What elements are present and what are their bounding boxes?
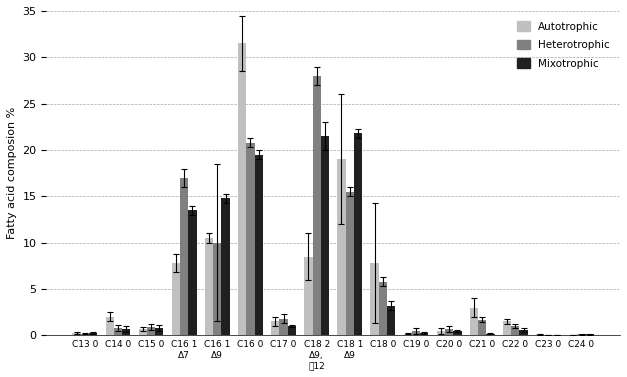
Bar xyxy=(180,178,188,336)
Bar xyxy=(511,326,520,336)
Bar xyxy=(288,326,296,336)
Bar xyxy=(147,327,155,336)
Bar xyxy=(89,333,97,336)
Bar xyxy=(387,306,395,336)
Bar xyxy=(371,263,379,336)
Bar xyxy=(73,333,81,336)
Bar xyxy=(122,329,130,336)
Bar xyxy=(470,308,478,336)
Bar xyxy=(404,334,412,336)
Bar xyxy=(354,133,362,336)
Bar xyxy=(536,334,544,336)
Bar xyxy=(188,210,197,336)
Bar xyxy=(520,330,528,336)
Bar xyxy=(337,159,345,336)
Bar xyxy=(205,238,213,336)
Bar xyxy=(280,319,288,336)
Y-axis label: Fatty acid composion %: Fatty acid composion % xyxy=(7,107,17,239)
Bar xyxy=(238,43,246,336)
Bar xyxy=(255,155,263,336)
Bar xyxy=(304,257,312,336)
Bar xyxy=(221,198,229,336)
Bar xyxy=(271,322,280,336)
Bar xyxy=(503,322,511,336)
Bar xyxy=(586,334,594,336)
Legend: Autotrophic, Heterotrophic, Mixotrophic: Autotrophic, Heterotrophic, Mixotrophic xyxy=(512,16,615,74)
Bar xyxy=(420,333,428,336)
Bar xyxy=(246,143,255,336)
Bar xyxy=(412,331,420,336)
Bar xyxy=(345,192,354,336)
Bar xyxy=(172,263,180,336)
Bar xyxy=(321,136,329,336)
Bar xyxy=(453,331,461,336)
Bar xyxy=(213,243,221,336)
Bar xyxy=(436,331,445,336)
Bar xyxy=(312,76,321,336)
Bar xyxy=(569,335,577,336)
Bar xyxy=(478,320,487,336)
Bar xyxy=(114,328,122,336)
Bar xyxy=(487,334,495,336)
Bar xyxy=(139,329,147,336)
Bar xyxy=(379,282,387,336)
Bar xyxy=(105,317,114,336)
Bar xyxy=(445,329,453,336)
Bar xyxy=(577,334,586,336)
Bar xyxy=(544,335,552,336)
Bar xyxy=(155,328,164,336)
Bar xyxy=(552,335,561,336)
Bar xyxy=(81,334,89,336)
